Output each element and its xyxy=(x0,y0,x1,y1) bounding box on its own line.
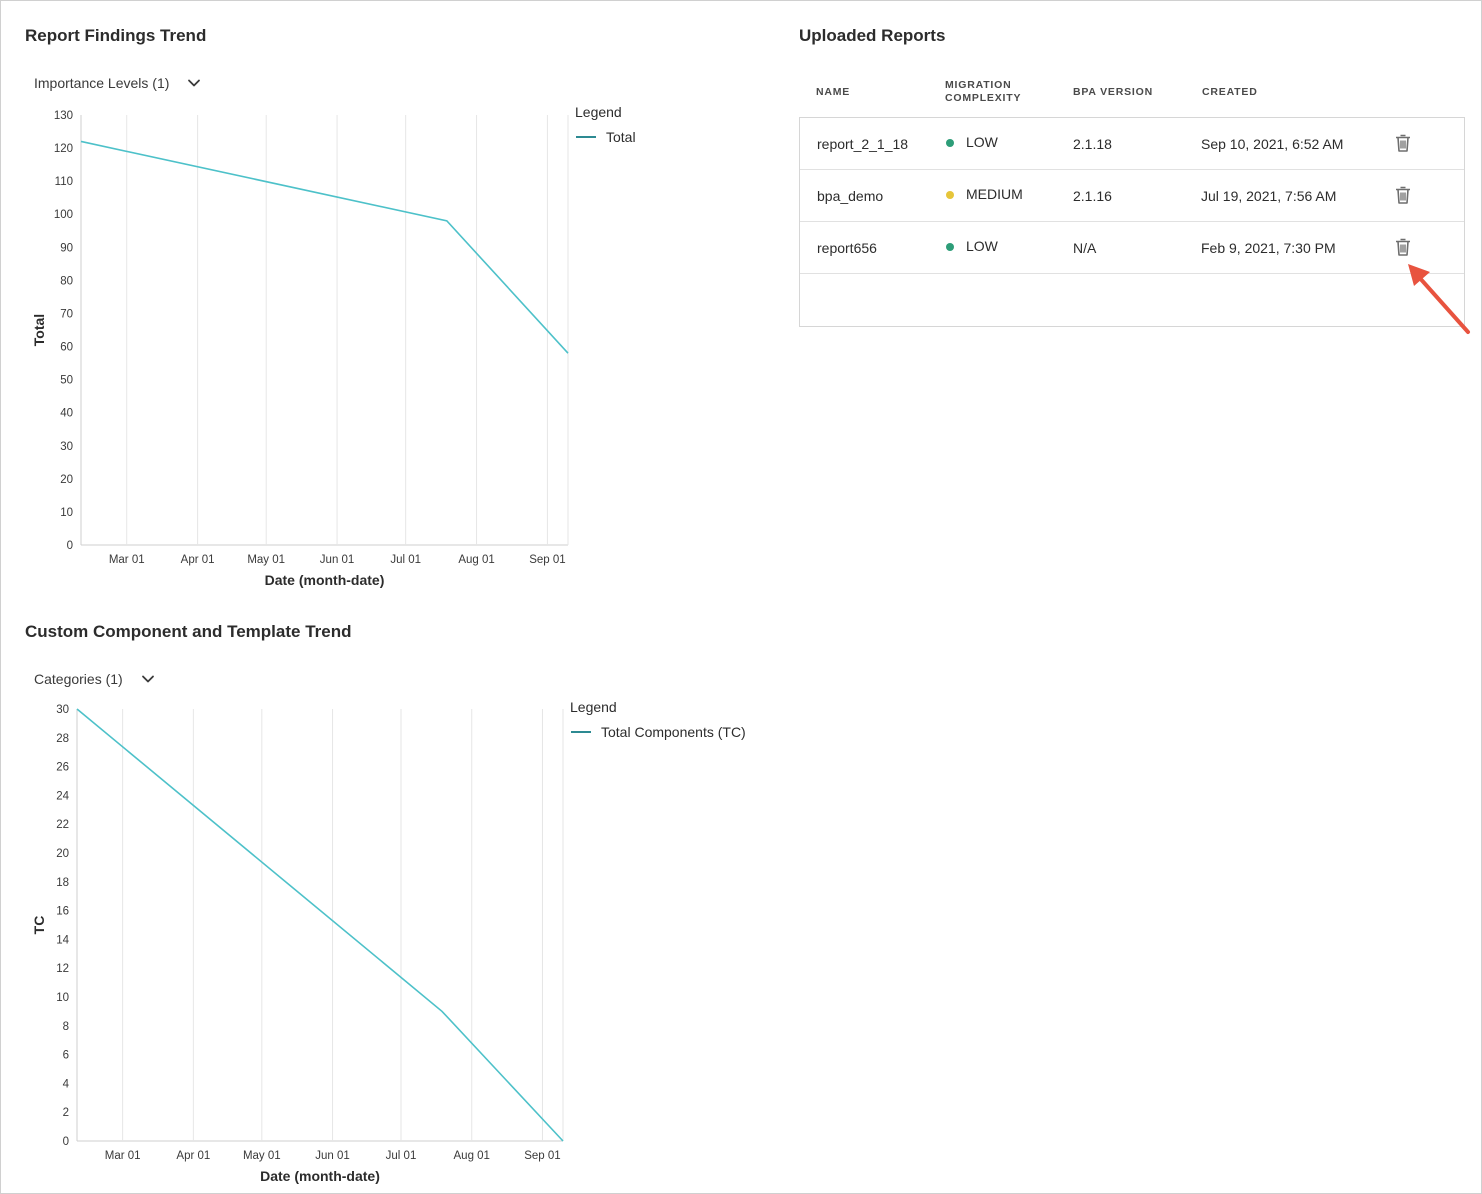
table-row[interactable]: report_2_1_18 LOW 2.1.18 Sep 10, 2021, 6… xyxy=(800,118,1464,170)
report-name: report656 xyxy=(817,240,877,256)
y-tick-label: 24 xyxy=(56,790,69,802)
x-tick-label: Sep 01 xyxy=(524,1150,560,1162)
y-tick-label: 12 xyxy=(56,963,69,975)
report-name: bpa_demo xyxy=(817,188,884,204)
y-tick-label: 50 xyxy=(60,375,73,387)
uploaded-reports-title: Uploaded Reports xyxy=(799,26,946,45)
x-axis-title: Date (month-date) xyxy=(265,572,385,588)
x-tick-label: Jul 01 xyxy=(390,554,421,566)
complexity-dot xyxy=(946,139,954,147)
x-axis-title: Date (month-date) xyxy=(260,1168,380,1184)
x-tick-label: Mar 01 xyxy=(105,1150,141,1162)
y-tick-label: 10 xyxy=(60,507,73,519)
y-tick-label: 6 xyxy=(63,1050,69,1062)
bpa-version: 2.1.16 xyxy=(1073,188,1112,204)
complexity-dot xyxy=(946,191,954,199)
y-tick-label: 4 xyxy=(63,1078,70,1090)
x-tick-label: Jun 01 xyxy=(315,1150,350,1162)
x-tick-label: May 01 xyxy=(243,1150,281,1162)
bpa-version: 2.1.18 xyxy=(1073,136,1112,152)
created-date: Feb 9, 2021, 7:30 PM xyxy=(1201,240,1336,256)
categories-label: Categories (1) xyxy=(34,671,123,687)
complexity-label: LOW xyxy=(966,238,998,254)
x-tick-label: May 01 xyxy=(247,554,285,566)
findings-line-chart: 0 10 20 30 40 50 60 70 80 90 100 110 120 130 Mar 01 Apr… xyxy=(31,104,636,588)
legend-item-label: Total Components (TC) xyxy=(601,724,746,740)
y-tick-label: 130 xyxy=(54,110,73,122)
x-tick-label: Sep 01 xyxy=(529,554,565,566)
series-line xyxy=(76,708,564,1142)
y-tick-label: 120 xyxy=(54,143,73,155)
bpa-version: N/A xyxy=(1073,240,1097,256)
reports-table-body: report_2_1_18 LOW 2.1.18 Sep 10, 2021, 6… xyxy=(799,117,1465,327)
created-date: Sep 10, 2021, 6:52 AM xyxy=(1201,136,1344,152)
y-tick-label: 60 xyxy=(60,342,73,354)
x-tick-label: Apr 01 xyxy=(181,554,215,566)
column-header-name[interactable]: NAME xyxy=(816,86,851,98)
y-tick-label: 16 xyxy=(56,906,69,918)
importance-levels-picker[interactable]: Importance Levels (1) xyxy=(34,75,201,91)
complexity-label: MEDIUM xyxy=(966,186,1023,202)
trash-icon[interactable] xyxy=(1394,237,1412,257)
x-tick-label: Apr 01 xyxy=(176,1150,210,1162)
column-header-complexity-line2: COMPLEXITY xyxy=(945,92,1022,104)
importance-levels-label: Importance Levels (1) xyxy=(34,75,170,91)
chevron-down-icon xyxy=(188,79,201,87)
y-tick-label: 80 xyxy=(60,275,73,287)
series-line xyxy=(80,140,569,354)
findings-chart-title: Report Findings Trend xyxy=(25,26,207,45)
legend-title: Legend xyxy=(575,104,622,120)
y-tick-label: 2 xyxy=(63,1107,69,1119)
y-tick-label: 100 xyxy=(54,209,73,221)
y-tick-label: 28 xyxy=(56,733,69,745)
y-tick-label: 30 xyxy=(60,441,73,453)
column-header-bpa-version[interactable]: BPA VERSION xyxy=(1073,86,1153,98)
complexity-label: LOW xyxy=(966,134,998,150)
annotation-arrow xyxy=(1408,264,1470,334)
y-tick-label: 20 xyxy=(60,474,73,486)
y-tick-label: 70 xyxy=(60,308,73,320)
trash-icon[interactable] xyxy=(1394,133,1412,153)
column-header-complexity[interactable]: MIGRATION COMPLEXITY xyxy=(945,79,1021,105)
components-chart-title: Custom Component and Template Trend xyxy=(25,622,352,641)
y-tick-label: 10 xyxy=(56,992,69,1004)
table-row[interactable]: report656 LOW N/A Feb 9, 2021, 7:30 PM xyxy=(800,222,1464,274)
y-axis-title: TC xyxy=(31,916,47,935)
y-tick-label: 22 xyxy=(56,819,69,831)
y-tick-label: 20 xyxy=(56,848,69,860)
y-tick-label: 8 xyxy=(63,1021,69,1033)
x-tick-label: Aug 01 xyxy=(454,1150,490,1162)
x-tick-label: Jun 01 xyxy=(320,554,355,566)
y-axis-title: Total xyxy=(31,314,47,346)
y-tick-label: 110 xyxy=(55,176,73,188)
y-tick-label: 30 xyxy=(56,704,69,716)
y-tick-label: 40 xyxy=(60,408,73,420)
trash-icon[interactable] xyxy=(1394,185,1412,205)
y-tick-label: 18 xyxy=(56,877,69,889)
categories-picker[interactable]: Categories (1) xyxy=(34,671,155,687)
y-tick-label: 0 xyxy=(67,540,73,552)
chevron-down-icon xyxy=(141,675,154,683)
x-tick-label: Aug 01 xyxy=(458,554,494,566)
x-tick-label: Jul 01 xyxy=(386,1150,417,1162)
column-header-created[interactable]: CREATED xyxy=(1202,86,1258,98)
created-date: Jul 19, 2021, 7:56 AM xyxy=(1201,188,1337,204)
x-tick-label: Mar 01 xyxy=(109,554,145,566)
y-tick-label: 14 xyxy=(56,934,69,946)
y-tick-label: 90 xyxy=(60,242,73,254)
report-name: report_2_1_18 xyxy=(817,136,909,152)
y-tick-label: 0 xyxy=(63,1136,69,1148)
reports-table-header: NAME MIGRATION COMPLEXITY BPA VERSION CR… xyxy=(800,70,1465,116)
complexity-dot xyxy=(946,243,954,251)
table-row[interactable]: bpa_demo MEDIUM 2.1.16 Jul 19, 2021, 7:5… xyxy=(800,170,1464,222)
legend-title: Legend xyxy=(570,699,617,715)
legend-item-label: Total xyxy=(606,129,636,145)
y-tick-label: 26 xyxy=(56,762,69,774)
column-header-complexity-line1: MIGRATION xyxy=(945,79,1012,91)
